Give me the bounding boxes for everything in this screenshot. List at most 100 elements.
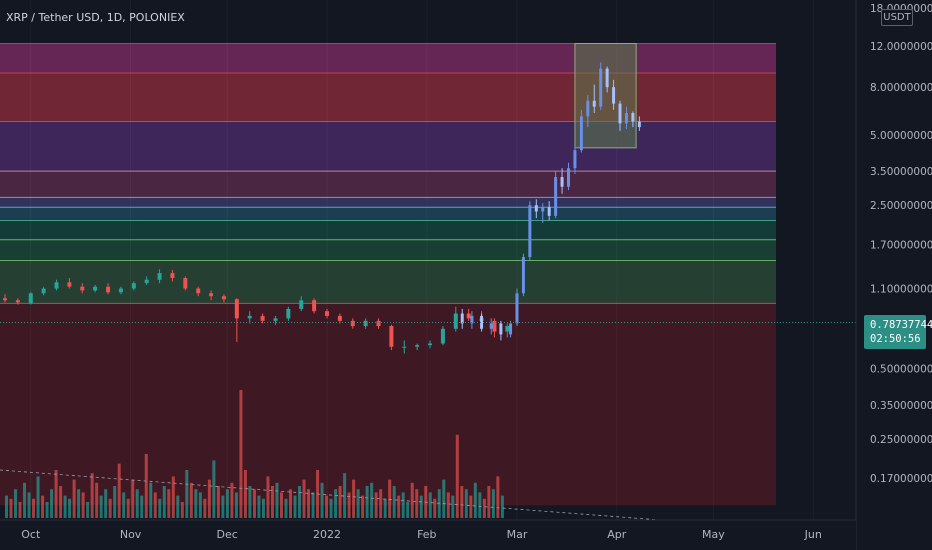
bar-countdown: 02:50:56 bbox=[870, 333, 921, 345]
candle-29 bbox=[376, 320, 381, 327]
volume-bar bbox=[478, 492, 482, 518]
volume-bar bbox=[158, 498, 162, 518]
time-tick-label: Mar bbox=[507, 528, 528, 541]
projection-candle-10 bbox=[541, 207, 545, 212]
volume-bar bbox=[307, 489, 311, 518]
volume-bar bbox=[90, 473, 94, 518]
price-band-2 bbox=[0, 121, 776, 172]
candle-12 bbox=[157, 273, 162, 280]
volume-bar bbox=[270, 486, 274, 518]
volume-bar bbox=[261, 498, 265, 518]
projection-candle-19 bbox=[599, 68, 603, 107]
volume-bar bbox=[149, 482, 153, 518]
time-tick-label: Apr bbox=[607, 528, 627, 541]
volume-bar bbox=[140, 495, 144, 518]
candle-10 bbox=[131, 283, 136, 289]
volume-bar bbox=[104, 489, 108, 518]
volume-bar bbox=[95, 482, 99, 518]
candle-18 bbox=[234, 299, 239, 319]
volume-bar bbox=[126, 498, 130, 518]
candle-39 bbox=[505, 326, 510, 332]
candle-38 bbox=[492, 320, 497, 332]
price-band-6 bbox=[0, 220, 776, 240]
volume-bar bbox=[153, 492, 157, 518]
projection-candle-0 bbox=[460, 313, 464, 324]
volume-bar bbox=[63, 495, 67, 518]
volume-bar bbox=[442, 479, 446, 518]
volume-bar bbox=[77, 489, 81, 518]
volume-bars bbox=[0, 390, 661, 521]
price-tick-label: 0.25000000 bbox=[870, 434, 932, 446]
candle-6 bbox=[80, 286, 85, 291]
projection-candle-21 bbox=[612, 87, 616, 104]
time-axis-panel[interactable] bbox=[0, 520, 856, 550]
volume-bar bbox=[469, 495, 473, 518]
candle-0 bbox=[3, 298, 7, 301]
volume-bar bbox=[352, 479, 356, 518]
volume-bar bbox=[171, 476, 175, 518]
candle-23 bbox=[299, 300, 304, 309]
volume-bar bbox=[86, 502, 90, 518]
price-band-5 bbox=[0, 207, 776, 221]
time-tick-label: Dec bbox=[217, 528, 238, 541]
candle-22 bbox=[286, 308, 291, 319]
price-axis-panel[interactable] bbox=[856, 0, 932, 550]
volume-bar bbox=[32, 498, 36, 518]
candle-2 bbox=[28, 293, 33, 304]
volume-bar bbox=[298, 486, 302, 518]
candle-26 bbox=[337, 315, 342, 321]
candle-34 bbox=[440, 328, 445, 344]
projection-candle-22 bbox=[618, 103, 622, 124]
price-band-7 bbox=[0, 239, 776, 261]
price-tick-label: 3.50000000 bbox=[870, 166, 932, 178]
price-tick-label: 0.50000000 bbox=[870, 364, 932, 376]
volume-bar bbox=[122, 492, 126, 518]
volume-bar bbox=[207, 479, 211, 518]
candle-28 bbox=[363, 320, 368, 327]
projection-candle-20 bbox=[605, 68, 609, 88]
volume-bar bbox=[428, 492, 432, 518]
volume-bar bbox=[189, 482, 193, 518]
current-price-value: 0.78737744 bbox=[870, 319, 932, 331]
volume-bar bbox=[108, 498, 112, 518]
candle-19 bbox=[247, 315, 252, 319]
volume-bar bbox=[410, 482, 414, 518]
volume-bar bbox=[460, 486, 464, 518]
volume-bar bbox=[23, 482, 27, 518]
volume-bar bbox=[361, 495, 365, 518]
volume-bar bbox=[347, 492, 351, 518]
currency-unit-badge[interactable]: USDT bbox=[881, 9, 913, 26]
candle-14 bbox=[183, 278, 188, 289]
volume-bar bbox=[180, 502, 184, 518]
candle-17 bbox=[221, 296, 226, 300]
volume-bar bbox=[473, 482, 477, 518]
volume-bar bbox=[325, 495, 329, 518]
volume-bar bbox=[446, 492, 450, 518]
volume-bar bbox=[72, 479, 76, 518]
volume-bar bbox=[392, 486, 396, 518]
volume-bar bbox=[41, 495, 45, 518]
volume-bar bbox=[248, 486, 252, 518]
price-band-3 bbox=[0, 171, 776, 198]
volume-bar bbox=[216, 486, 220, 518]
price-tick-label: 12.00000000 bbox=[870, 41, 932, 53]
candle-16 bbox=[209, 293, 214, 297]
volume-bar bbox=[36, 476, 40, 518]
volume-bar bbox=[397, 495, 401, 518]
volume-bar bbox=[252, 489, 256, 518]
volume-bar bbox=[5, 495, 8, 518]
volume-bar bbox=[117, 463, 121, 518]
price-tick-label: 0.35000000 bbox=[870, 400, 932, 412]
volume-bar bbox=[338, 486, 342, 518]
candles bbox=[3, 269, 510, 354]
volume-bar bbox=[279, 492, 283, 518]
target-box-rect bbox=[574, 42, 637, 149]
candle-31 bbox=[402, 346, 407, 348]
candle-15 bbox=[196, 288, 201, 294]
volume-bar bbox=[401, 492, 405, 518]
volume-bar bbox=[433, 498, 437, 518]
candle-9 bbox=[118, 288, 123, 293]
volume-bar bbox=[388, 479, 392, 518]
candle-25 bbox=[325, 311, 329, 316]
